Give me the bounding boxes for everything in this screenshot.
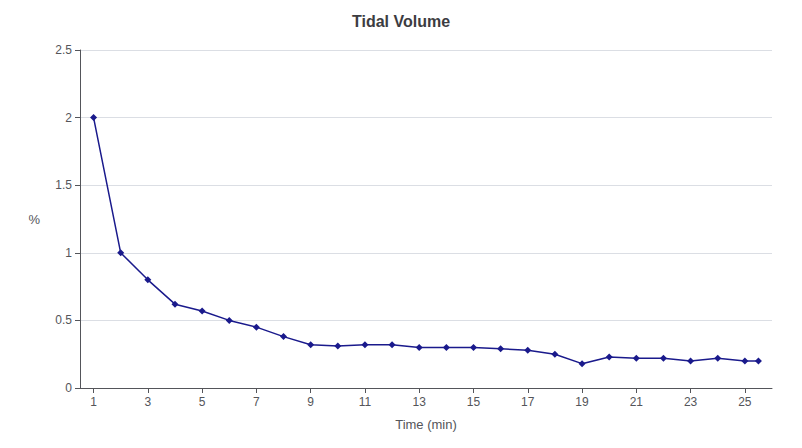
svg-text:21: 21 xyxy=(630,395,644,409)
svg-text:9: 9 xyxy=(307,395,314,409)
svg-text:2.5: 2.5 xyxy=(55,43,72,57)
svg-text:17: 17 xyxy=(521,395,535,409)
svg-text:1.5: 1.5 xyxy=(55,178,72,192)
svg-text:0: 0 xyxy=(65,381,72,395)
svg-text:15: 15 xyxy=(467,395,481,409)
svg-text:Tidal Volume: Tidal Volume xyxy=(352,13,450,30)
svg-text:2: 2 xyxy=(65,111,72,125)
svg-text:0.5: 0.5 xyxy=(55,313,72,327)
svg-text:23: 23 xyxy=(684,395,698,409)
svg-text:11: 11 xyxy=(359,395,372,409)
svg-text:5: 5 xyxy=(199,395,206,409)
svg-text:19: 19 xyxy=(575,395,589,409)
svg-text:%: % xyxy=(28,212,40,227)
svg-text:1: 1 xyxy=(90,395,97,409)
svg-text:13: 13 xyxy=(413,395,427,409)
svg-text:7: 7 xyxy=(253,395,260,409)
svg-text:1: 1 xyxy=(65,246,72,260)
svg-text:25: 25 xyxy=(738,395,752,409)
svg-text:3: 3 xyxy=(144,395,151,409)
svg-text:Time (min): Time (min) xyxy=(395,417,457,432)
